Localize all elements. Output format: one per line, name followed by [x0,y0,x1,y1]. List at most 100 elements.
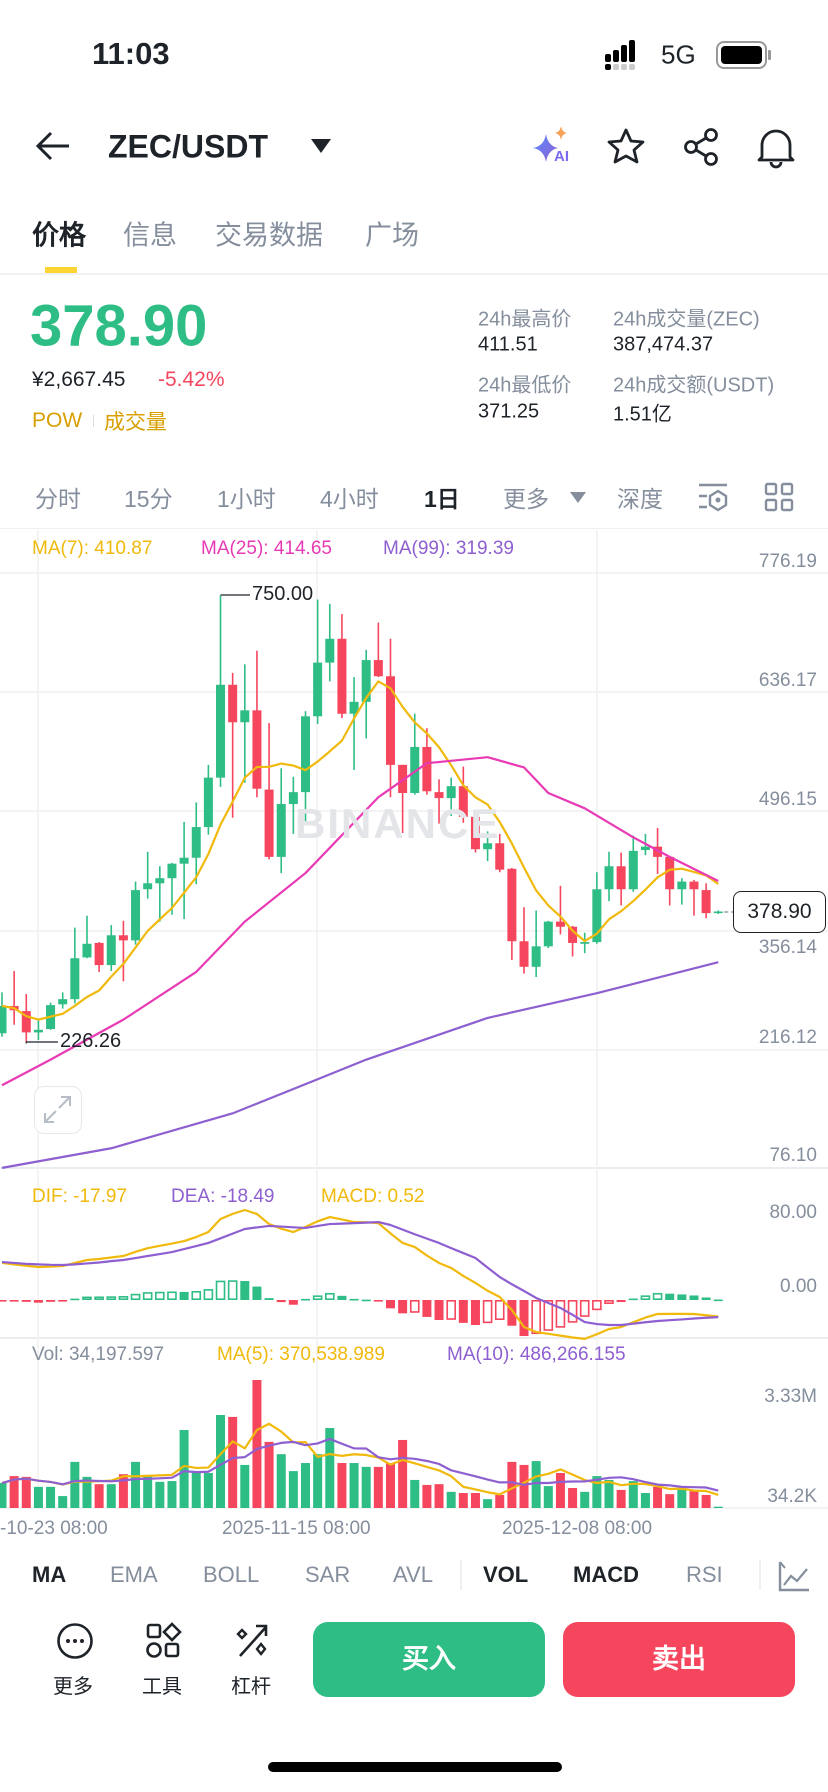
indicator-sar[interactable]: SAR [305,1562,351,1587]
alert-bell-icon[interactable] [756,125,796,169]
more-button[interactable]: 更多 [49,1622,101,1702]
volume-bar [361,1466,371,1508]
candle-up [361,660,371,702]
candle-up [677,881,687,890]
timeframe-4h[interactable]: 4小时 [320,486,379,512]
fullscreen-button[interactable] [34,1086,82,1134]
tab-price[interactable]: 价格 [32,220,86,251]
volume-bar [592,1476,602,1508]
volume-bar [519,1464,529,1508]
volume-bar [422,1484,432,1508]
ai-badge: AI [554,148,569,165]
macd-histogram-bar [616,1300,626,1303]
chart-settings-icon[interactable] [697,482,729,512]
macd-histogram-bar [288,1300,298,1305]
macd-histogram-bar [422,1300,432,1317]
x-axis-label: 2025-11-15 08:00 [222,1518,371,1539]
more-label: 更多 [53,1676,93,1698]
tag-volume[interactable]: 成交量 [104,411,167,434]
volume-bar [276,1454,286,1508]
macd-histogram-bar [324,1292,335,1300]
macd-histogram-bar [0,1300,7,1302]
volume-bar [313,1454,323,1508]
pair-dropdown-icon[interactable] [311,139,331,153]
volume-bar [398,1439,408,1508]
tag-separator [93,415,94,427]
ma99-legend: MA(99): 319.39 [383,538,514,559]
candle-down [434,792,444,799]
more-dropdown-icon[interactable] [570,492,586,503]
dea-legend: DEA: -18.49 [171,1186,275,1207]
macd-histogram-bar [264,1298,274,1300]
indicator-settings-chart-icon[interactable] [778,1560,810,1592]
ai-assistant-button[interactable]: AI [530,124,576,170]
macd-histogram-bar [252,1286,262,1300]
volume-bar [143,1474,153,1508]
volume-bar [288,1471,298,1508]
indicator-rsi[interactable]: RSI [686,1562,723,1587]
macd-histogram-bar [82,1296,92,1300]
layout-grid-icon[interactable] [764,482,794,512]
macd-histogram-bar [701,1297,711,1300]
candle-down [507,868,517,942]
leverage-button[interactable]: 杠杆 [227,1622,279,1702]
indicator-avl[interactable]: AVL [393,1562,433,1587]
tab-trading-data[interactable]: 交易数据 [215,220,323,251]
candle-down [94,942,104,966]
indicator-ema[interactable]: EMA [110,1562,158,1587]
leverage-label: 杠杆 [231,1676,271,1698]
volume-bar [21,1476,31,1508]
favorite-star-icon[interactable] [606,127,646,167]
ma7-legend: MA(7): 410.87 [32,538,153,559]
timeframe-more[interactable]: 更多 [503,486,549,512]
tools-button[interactable]: 工具 [138,1622,190,1702]
candle-down [701,890,711,914]
battery-icon [716,41,771,69]
macd-histogram-bar [640,1295,651,1301]
macd-histogram-bar [470,1300,480,1325]
macd-histogram-bar [398,1300,408,1314]
indicator-vol[interactable]: VOL [483,1562,529,1587]
price-axis-label: 776.19 [758,551,817,572]
candle-up [483,843,493,850]
indicator-boll[interactable]: BOLL [203,1562,260,1587]
timeframe-1h[interactable]: 1小时 [217,486,276,512]
volume-bar [507,1461,517,1508]
candle-up [131,890,141,941]
macd-histogram-bar [555,1300,566,1328]
active-tab-indicator [45,267,77,273]
timeframe-15m[interactable]: 15分 [124,486,173,512]
timeframe-time[interactable]: 分时 [35,486,81,512]
candle-up [70,958,80,1000]
current-price-tag: 378.90 [733,891,826,933]
macd-histogram-bar [94,1296,104,1301]
candle-up [179,857,189,864]
depth-tab[interactable]: 深度 [617,486,663,512]
macd-histogram-bar [191,1291,202,1300]
pair-title[interactable]: ZEC/USDT [108,128,268,165]
macd-histogram-bar [434,1300,444,1320]
tab-info[interactable]: 信息 [123,220,177,251]
ma7-line [1,680,719,1021]
macd-axis-label: 80.00 [769,1202,817,1223]
candle-down [228,684,238,723]
cny-price: ¥2,667.45 [32,368,126,391]
timeframe-1d[interactable]: 1日 [424,486,460,512]
volume-bar [82,1476,92,1508]
sell-button[interactable]: 卖出 [563,1622,795,1697]
buy-button[interactable]: 买入 [313,1622,545,1697]
indicator-macd[interactable]: MACD [573,1562,639,1587]
kline-chart[interactable] [0,0,828,1545]
status-time: 11:03 [92,36,170,71]
macd-histogram-bar [301,1298,310,1301]
volume-bar [167,1481,177,1508]
stat-vol-base-value: 387,474.37 [613,333,714,356]
tab-square[interactable]: 广场 [365,220,419,251]
macd-histogram-bar [665,1293,675,1300]
indicator-ma[interactable]: MA [32,1562,67,1587]
home-indicator[interactable] [268,1762,562,1772]
share-icon[interactable] [682,127,722,167]
macd-histogram-bar [361,1299,371,1302]
tag-pow[interactable]: POW [32,409,83,432]
back-arrow-icon[interactable] [35,130,71,162]
